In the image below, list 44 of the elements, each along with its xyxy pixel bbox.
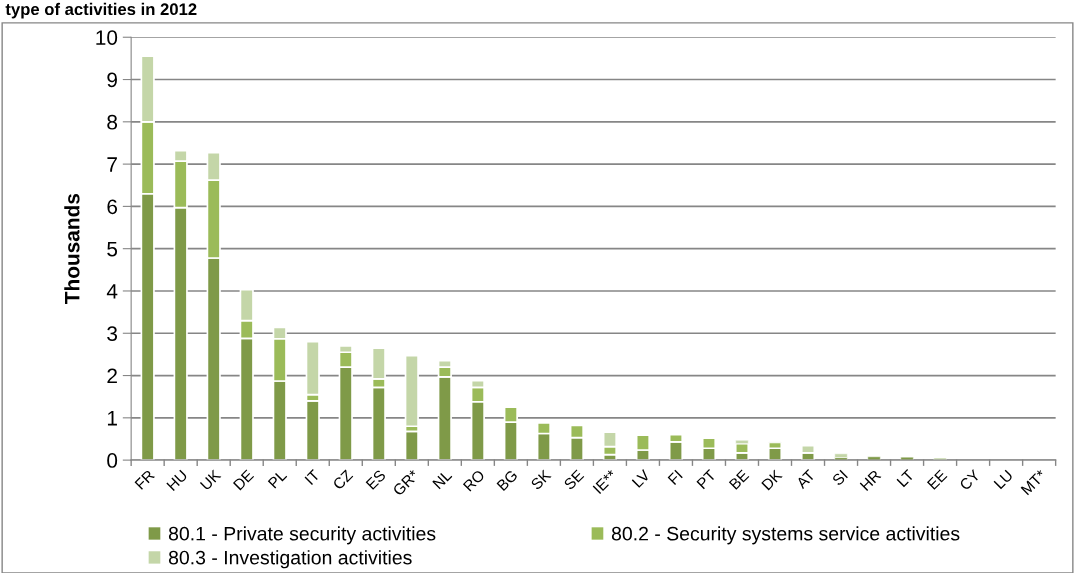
legend-label: 80.1 - Private security activities: [168, 526, 436, 545]
x-tick-label: HR: [859, 469, 882, 491]
y-tick-label: 7: [107, 157, 117, 172]
y-tick-label: 1: [107, 411, 117, 426]
x-tick-label: EE: [926, 469, 948, 490]
x-tick-label: SE: [563, 469, 585, 491]
x-tick-label: UK: [199, 468, 222, 491]
y-tick-label: 9: [107, 72, 117, 88]
y-tick-label: 3: [107, 326, 118, 342]
y-tick-label: 8: [107, 114, 118, 130]
x-tick-label: CY: [958, 468, 981, 491]
y-tick-label: 4: [106, 284, 118, 299]
x-tick-label: IT: [304, 469, 321, 485]
x-tick-label: LV: [631, 468, 651, 488]
x-tick-label: GR*: [392, 468, 420, 497]
x-tick-label: PL: [267, 469, 288, 489]
x-tick-label: RO: [462, 469, 486, 492]
x-tick-label: LU: [993, 469, 1014, 490]
y-tick-label: 10: [96, 30, 118, 45]
x-tick-label: PT: [696, 469, 717, 490]
x-tick-label: BG: [496, 469, 518, 492]
x-tick-label: HU: [166, 469, 188, 492]
y-tick-label: 5: [107, 241, 118, 257]
x-tick-label: SK: [530, 468, 552, 491]
y-axis-title: Thousands: [64, 193, 80, 304]
y-tick-label: 0: [107, 453, 118, 468]
x-tick-label: MT*: [1020, 469, 1047, 496]
x-tick-label: FR: [134, 469, 155, 490]
y-tick-label: 6: [107, 199, 118, 215]
chart-title: type of activities in 2012: [5, 2, 197, 19]
legend-label: 80.2 - Security systems service activities: [611, 526, 960, 545]
x-tick-label: IE**: [592, 469, 618, 494]
x-tick-label: BE: [728, 469, 750, 490]
x-tick-label: LT: [896, 469, 915, 488]
x-tick-label: SI: [831, 469, 848, 487]
x-tick-label: ES: [365, 469, 387, 490]
x-tick-label: NL: [432, 469, 453, 490]
legend-label: 80.3 - Investigation activities: [168, 550, 412, 569]
x-tick-label: DE: [232, 469, 255, 491]
x-tick-label: FI: [667, 469, 683, 485]
y-tick-label: 2: [107, 368, 117, 384]
x-tick-label: DK: [761, 468, 783, 491]
x-tick-label: AT: [795, 469, 816, 490]
x-tick-label: CZ: [332, 469, 354, 491]
